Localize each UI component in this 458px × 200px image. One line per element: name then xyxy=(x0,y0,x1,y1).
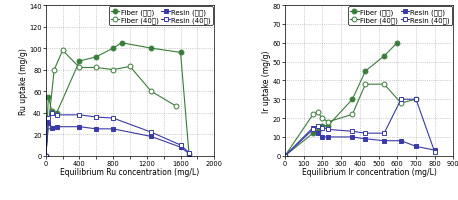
Legend: Fiber (상온), Fiber (40도), Resin (상온), Resin (40도): Fiber (상온), Fiber (40도), Resin (상온), Res… xyxy=(348,7,452,26)
Resin (상온) xyxy=(382,140,387,142)
Resin (상온) xyxy=(148,136,154,138)
Resin (40도) xyxy=(432,151,437,153)
Resin (40도) xyxy=(413,99,419,101)
Fiber (40도) xyxy=(413,99,419,101)
Resin (40도) xyxy=(315,125,321,127)
Resin (상온) xyxy=(46,123,51,125)
Line: Resin (상온): Resin (상온) xyxy=(44,121,191,158)
Fiber (40도) xyxy=(43,155,49,157)
Fiber (40도) xyxy=(325,121,331,123)
Fiber (상온) xyxy=(325,125,331,127)
Resin (40도) xyxy=(178,144,183,146)
Fiber (상온) xyxy=(49,110,55,112)
Y-axis label: Ru uptake (mg/g): Ru uptake (mg/g) xyxy=(19,48,27,114)
Fiber (상온) xyxy=(54,112,60,114)
Resin (40도) xyxy=(49,112,55,114)
Resin (상온) xyxy=(349,136,355,138)
Resin (상온) xyxy=(49,127,55,129)
Fiber (40도) xyxy=(148,91,154,93)
Resin (40도) xyxy=(110,117,116,120)
X-axis label: Equilibrium Ir concentration (mg/L): Equilibrium Ir concentration (mg/L) xyxy=(302,167,436,176)
Resin (상온) xyxy=(325,136,331,138)
Resin (40도) xyxy=(398,99,404,101)
Fiber (40도) xyxy=(349,114,355,116)
Fiber (상온) xyxy=(311,132,316,135)
Fiber (상온) xyxy=(394,42,400,45)
Resin (40도) xyxy=(46,117,51,120)
Resin (상온) xyxy=(77,126,82,128)
Fiber (상온) xyxy=(77,61,82,63)
Resin (상온) xyxy=(320,136,325,138)
Resin (40도) xyxy=(148,131,154,134)
Resin (상온) xyxy=(178,146,183,149)
Fiber (상온) xyxy=(349,99,355,101)
Resin (40도) xyxy=(325,129,331,131)
Fiber (상온) xyxy=(93,56,99,59)
Resin (상온) xyxy=(363,138,368,140)
Resin (상온) xyxy=(282,155,288,157)
Fiber (40도) xyxy=(320,117,325,120)
Resin (40도) xyxy=(77,114,82,116)
Fiber (상온) xyxy=(186,153,192,155)
Resin (상온) xyxy=(93,128,99,130)
Resin (40도) xyxy=(54,114,60,116)
Fiber (40도) xyxy=(46,125,51,127)
Fiber (40도) xyxy=(363,84,368,86)
Resin (40도) xyxy=(43,155,49,157)
Fiber (40도) xyxy=(174,106,179,108)
Line: Resin (40도): Resin (40도) xyxy=(283,97,437,158)
Resin (상온) xyxy=(432,149,437,152)
Line: Fiber (40도): Fiber (40도) xyxy=(283,82,419,158)
Resin (40도) xyxy=(349,130,355,133)
Y-axis label: Ir uptake (mg/g): Ir uptake (mg/g) xyxy=(262,50,271,112)
Resin (상온) xyxy=(398,140,404,142)
Fiber (상온) xyxy=(43,155,49,157)
Fiber (40도) xyxy=(93,67,99,69)
Fiber (40도) xyxy=(382,84,387,86)
Line: Fiber (상온): Fiber (상온) xyxy=(44,41,191,158)
Resin (상온) xyxy=(54,126,60,128)
Resin (상온) xyxy=(413,145,419,148)
Fiber (상온) xyxy=(315,130,321,133)
X-axis label: Equilibrium Ru concentration (mg/L): Equilibrium Ru concentration (mg/L) xyxy=(60,167,200,176)
Resin (40도) xyxy=(311,129,316,131)
Resin (40도) xyxy=(186,152,192,154)
Fiber (상온) xyxy=(363,70,368,73)
Legend: Fiber (상온), Fiber (40도), Resin (상온), Resin (40도): Fiber (상온), Fiber (40도), Resin (상온), Res… xyxy=(109,7,213,26)
Fiber (40도) xyxy=(311,114,316,116)
Fiber (40도) xyxy=(398,102,404,105)
Line: Fiber (40도): Fiber (40도) xyxy=(44,49,179,158)
Resin (40도) xyxy=(363,132,368,135)
Fiber (40도) xyxy=(282,155,288,157)
Fiber (상온) xyxy=(110,48,116,50)
Line: Resin (40도): Resin (40도) xyxy=(44,111,191,158)
Fiber (40도) xyxy=(60,50,65,52)
Fiber (40도) xyxy=(315,112,321,114)
Resin (40도) xyxy=(93,116,99,119)
Fiber (상온) xyxy=(178,52,183,54)
Resin (상온) xyxy=(110,128,116,130)
Fiber (상온) xyxy=(46,96,51,98)
Resin (40도) xyxy=(282,155,288,157)
Fiber (상온) xyxy=(119,42,124,45)
Fiber (상온) xyxy=(148,48,154,50)
Line: Fiber (상온): Fiber (상온) xyxy=(283,41,400,158)
Resin (상온) xyxy=(315,132,321,135)
Fiber (40도) xyxy=(77,67,82,69)
Resin (40도) xyxy=(382,132,387,135)
Resin (상온) xyxy=(311,127,316,129)
Fiber (상온) xyxy=(320,125,325,127)
Fiber (상온) xyxy=(282,155,288,157)
Resin (40도) xyxy=(320,127,325,129)
Fiber (40도) xyxy=(110,69,116,71)
Resin (상온) xyxy=(186,153,192,155)
Line: Resin (상온): Resin (상온) xyxy=(283,125,437,158)
Resin (상온) xyxy=(43,155,49,157)
Fiber (상온) xyxy=(382,55,387,58)
Fiber (40도) xyxy=(51,69,57,71)
Fiber (40도) xyxy=(127,66,133,68)
